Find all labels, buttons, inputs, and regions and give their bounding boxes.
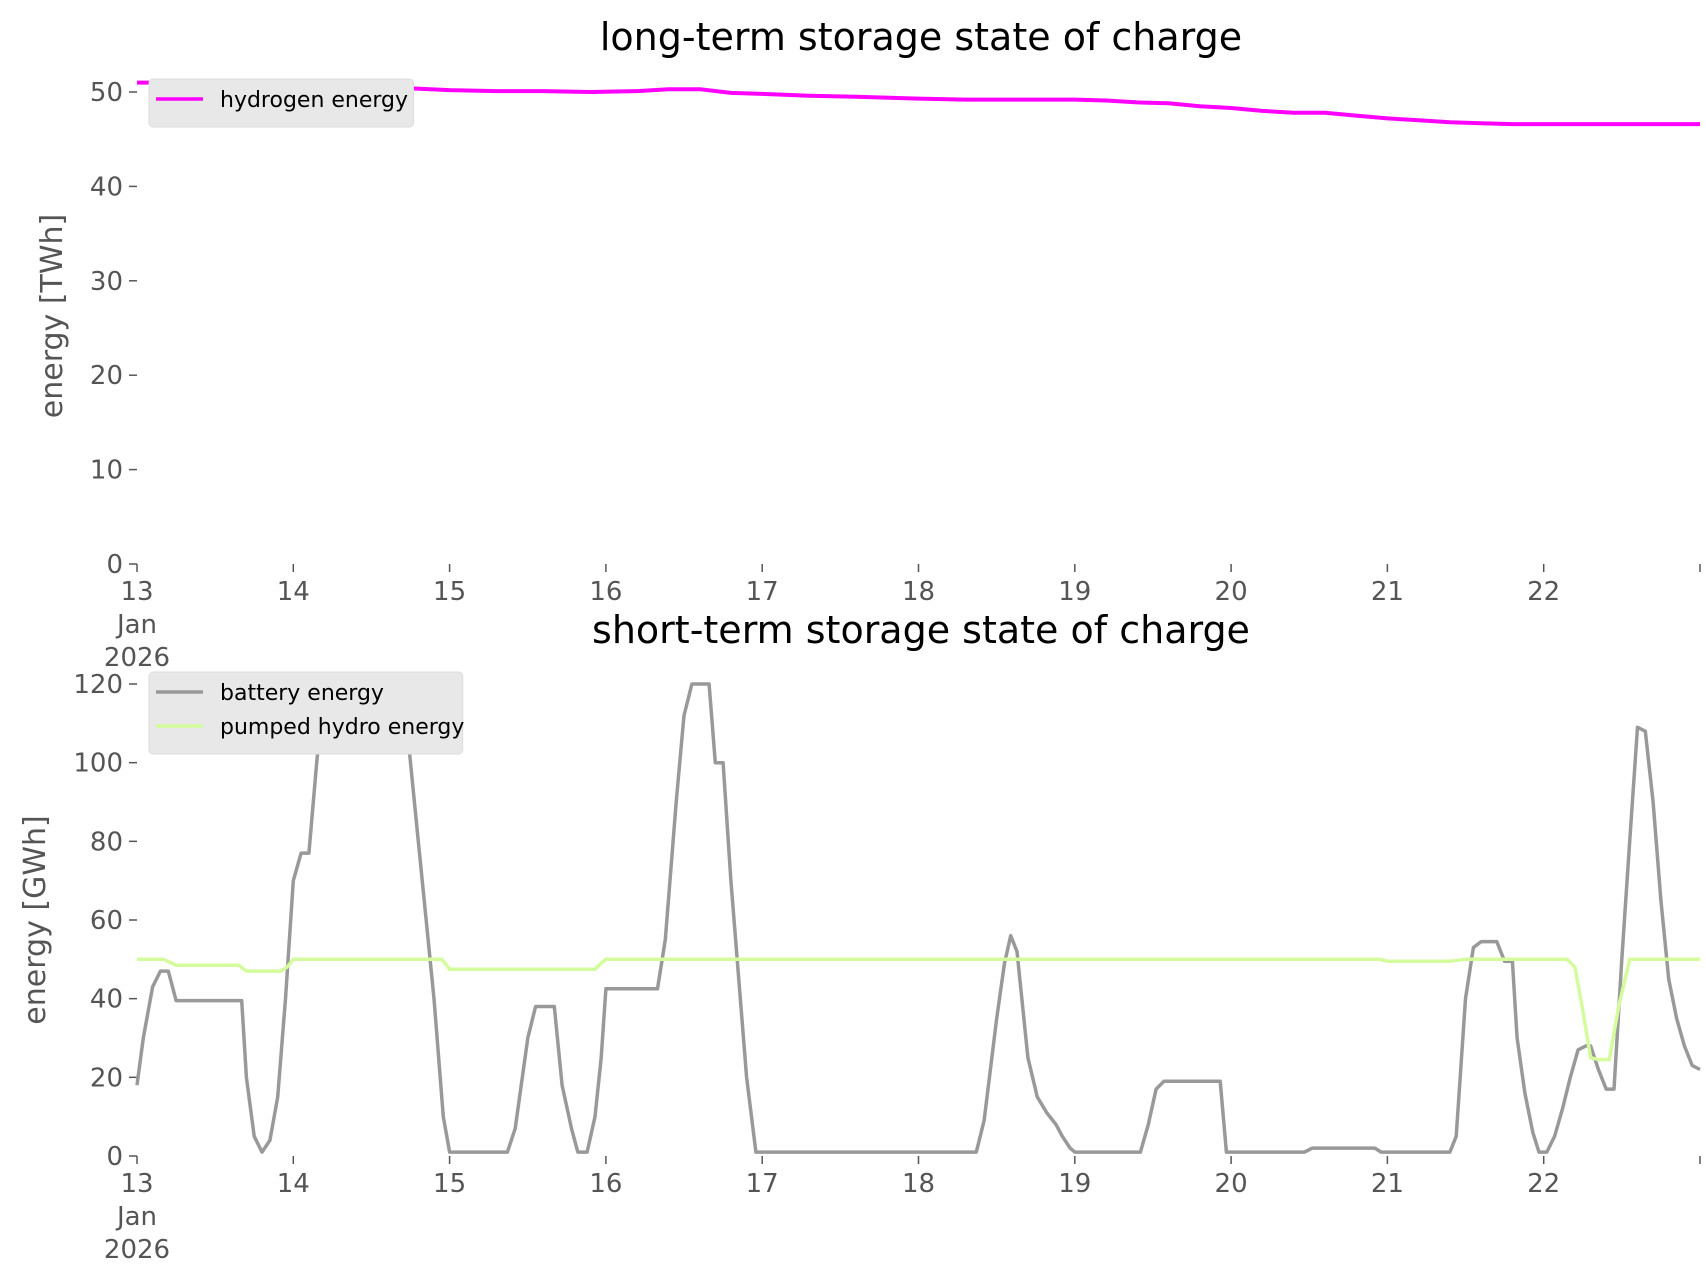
x-tick-label: 14 — [277, 1169, 310, 1199]
x-tick-label: 17 — [746, 1169, 779, 1199]
x-tick-label: 18 — [902, 577, 935, 607]
y-tick-label: 100 — [73, 749, 123, 779]
y-axis-ticks: 0 20 40 60 80 100 120 — [73, 670, 137, 1172]
x-tick-label: 19 — [1058, 1169, 1091, 1199]
y-tick-label: 40 — [90, 985, 123, 1015]
x-tick-label: 14 — [277, 577, 310, 607]
x-tick-label: 22 — [1527, 577, 1560, 607]
legend: hydrogen energy — [148, 78, 414, 128]
hydrogen-energy-line — [137, 80, 1700, 127]
y-tick-label: 20 — [90, 1063, 123, 1093]
x-tick-label: 20 — [1215, 577, 1248, 607]
legend: battery energy pumped hydro energy — [148, 671, 464, 755]
x-tick-label: 18 — [902, 1169, 935, 1199]
chart-title: short-term storage state of charge — [592, 608, 1250, 652]
y-tick-label: 10 — [90, 456, 123, 486]
short-term-chart-panel: short-term storage state of charge energ… — [18, 608, 1701, 1265]
y-tick-label: 40 — [90, 172, 123, 202]
x-tick-label: 16 — [589, 1169, 622, 1199]
chart-title: long-term storage state of charge — [600, 15, 1242, 59]
y-tick-label: 50 — [90, 78, 123, 108]
x-tick-label: 19 — [1058, 577, 1091, 607]
y-tick-label: 120 — [73, 670, 123, 700]
y-tick-label: 0 — [106, 1142, 123, 1172]
y-tick-label: 80 — [90, 827, 123, 857]
legend-label: hydrogen energy — [220, 88, 408, 113]
x-tick-label: 2026 — [104, 643, 170, 673]
x-tick-label: 17 — [746, 577, 779, 607]
x-tick-label: 22 — [1527, 1169, 1560, 1199]
x-tick-label: 15 — [433, 577, 466, 607]
x-tick-label: 20 — [1215, 1169, 1248, 1199]
x-tick-label: Jan — [115, 1202, 157, 1232]
legend-label: pumped hydro energy — [220, 715, 464, 740]
x-tick-label: Jan — [115, 610, 157, 640]
x-tick-label: 15 — [433, 1169, 466, 1199]
series-layer — [137, 80, 1700, 127]
y-tick-label: 20 — [90, 361, 123, 391]
x-tick-label: 16 — [589, 577, 622, 607]
x-tick-label: 21 — [1371, 577, 1404, 607]
legend-box — [148, 78, 414, 128]
y-axis-label: energy [GWh] — [18, 815, 53, 1024]
y-tick-label: 60 — [90, 906, 123, 936]
y-tick-label: 0 — [106, 550, 123, 580]
pumped-hydro-energy-line — [137, 957, 1700, 1062]
x-tick-label: 13 — [120, 577, 153, 607]
y-axis-label: energy [TWh] — [35, 214, 70, 418]
y-axis-ticks: 0 10 20 30 40 50 — [90, 78, 137, 580]
legend-label: battery energy — [220, 681, 384, 706]
x-tick-label: 21 — [1371, 1169, 1404, 1199]
x-tick-label: 2026 — [104, 1235, 170, 1265]
long-term-chart-panel: long-term storage state of charge energy… — [35, 15, 1701, 673]
y-tick-label: 30 — [90, 267, 123, 297]
x-tick-label: 13 — [120, 1169, 153, 1199]
legend-box — [148, 671, 464, 755]
